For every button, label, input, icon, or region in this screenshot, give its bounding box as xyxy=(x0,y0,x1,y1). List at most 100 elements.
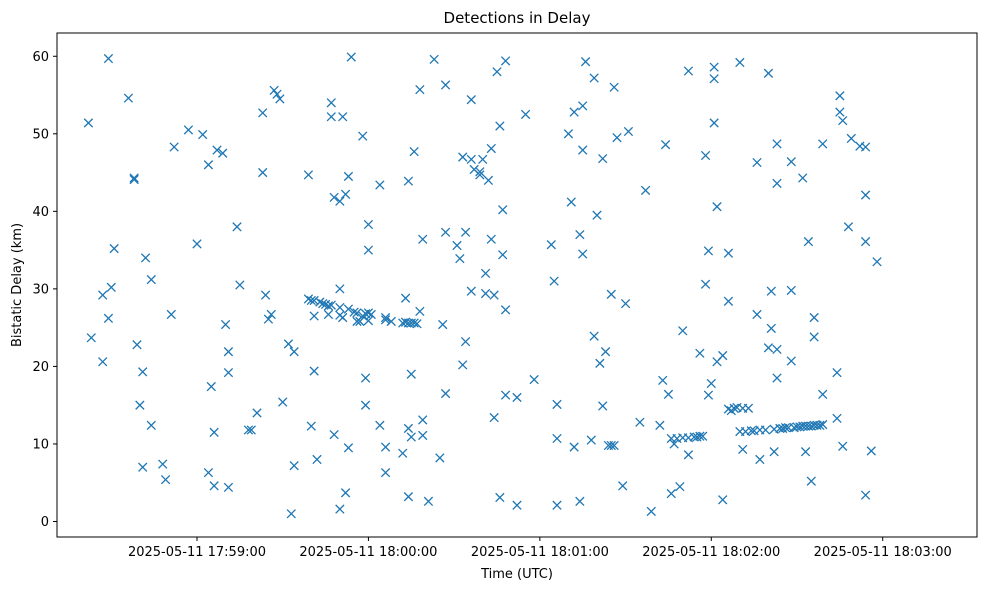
data-point xyxy=(309,311,319,321)
data-point xyxy=(386,316,396,327)
data-point xyxy=(358,131,368,141)
data-point xyxy=(655,420,665,431)
data-point xyxy=(800,447,811,457)
data-point xyxy=(640,185,651,196)
plot-area-frame xyxy=(56,32,978,538)
data-point xyxy=(763,343,774,353)
data-point xyxy=(663,389,674,399)
data-point xyxy=(289,461,299,471)
data-point xyxy=(343,443,354,453)
data-point xyxy=(760,425,771,435)
data-point xyxy=(578,101,588,111)
data-point xyxy=(106,282,116,292)
data-point xyxy=(575,229,585,240)
y-tick-label: 50 xyxy=(32,127,49,142)
data-point xyxy=(203,467,214,478)
data-point xyxy=(609,440,619,451)
y-tick-label: 60 xyxy=(32,50,49,65)
data-point xyxy=(438,319,448,330)
data-point xyxy=(129,174,139,185)
data-point xyxy=(723,248,734,258)
y-tick-label: 40 xyxy=(32,205,49,220)
data-point xyxy=(380,467,391,478)
data-point xyxy=(223,367,234,378)
data-point xyxy=(772,373,782,383)
data-point xyxy=(349,307,359,317)
data-point xyxy=(600,347,611,357)
data-point xyxy=(578,249,588,259)
data-point xyxy=(718,495,728,505)
data-point xyxy=(418,234,428,244)
data-point xyxy=(552,399,562,410)
data-point xyxy=(258,108,268,118)
data-point xyxy=(512,500,522,510)
data-point xyxy=(183,125,194,135)
data-point xyxy=(838,441,848,451)
data-point xyxy=(335,284,345,294)
data-point xyxy=(798,173,808,183)
data-point xyxy=(623,126,634,137)
data-point xyxy=(709,118,719,128)
data-point xyxy=(660,139,671,150)
data-point xyxy=(326,112,336,122)
data-point xyxy=(589,331,599,341)
data-point xyxy=(260,290,271,300)
data-point xyxy=(403,492,414,502)
data-point xyxy=(243,425,254,435)
data-point xyxy=(860,490,871,500)
data-point xyxy=(458,360,468,370)
data-point xyxy=(475,167,485,177)
data-point xyxy=(275,94,285,104)
data-point xyxy=(129,173,139,183)
data-point xyxy=(569,442,579,452)
data-point xyxy=(746,426,756,436)
data-point xyxy=(140,253,151,263)
data-point xyxy=(578,145,588,155)
data-point xyxy=(440,388,451,399)
data-point xyxy=(166,309,176,320)
data-point xyxy=(703,246,714,256)
data-point xyxy=(406,369,416,379)
data-point xyxy=(329,429,339,440)
data-point xyxy=(860,190,871,200)
data-point xyxy=(435,453,445,463)
data-point xyxy=(703,390,714,400)
data-point xyxy=(815,420,825,431)
data-point xyxy=(709,74,719,84)
data-point xyxy=(466,154,476,165)
data-point xyxy=(475,170,485,180)
data-point xyxy=(843,222,854,232)
data-point xyxy=(400,293,411,303)
data-point xyxy=(335,504,345,514)
data-point xyxy=(252,408,262,418)
data-point xyxy=(598,401,608,411)
data-point xyxy=(309,366,319,376)
data-point xyxy=(340,189,351,199)
data-point xyxy=(223,482,234,493)
data-point xyxy=(695,431,705,441)
data-point xyxy=(695,348,705,358)
data-point xyxy=(772,139,782,149)
data-point xyxy=(132,340,142,350)
data-point xyxy=(338,112,348,122)
data-point xyxy=(658,375,668,386)
data-point xyxy=(263,314,274,324)
data-point xyxy=(403,176,414,186)
data-point xyxy=(272,89,282,99)
data-point xyxy=(769,447,779,457)
data-point xyxy=(269,85,279,96)
data-point xyxy=(786,356,796,366)
data-point xyxy=(412,319,422,329)
data-point xyxy=(360,400,371,410)
data-point xyxy=(606,440,616,451)
data-point xyxy=(480,288,491,299)
data-point xyxy=(289,347,299,357)
data-point xyxy=(772,344,782,355)
data-point xyxy=(306,295,316,306)
data-point xyxy=(283,339,294,349)
data-point xyxy=(98,357,108,367)
data-point xyxy=(323,301,334,311)
data-point xyxy=(589,73,599,83)
data-point xyxy=(598,153,608,164)
data-point xyxy=(549,276,559,286)
